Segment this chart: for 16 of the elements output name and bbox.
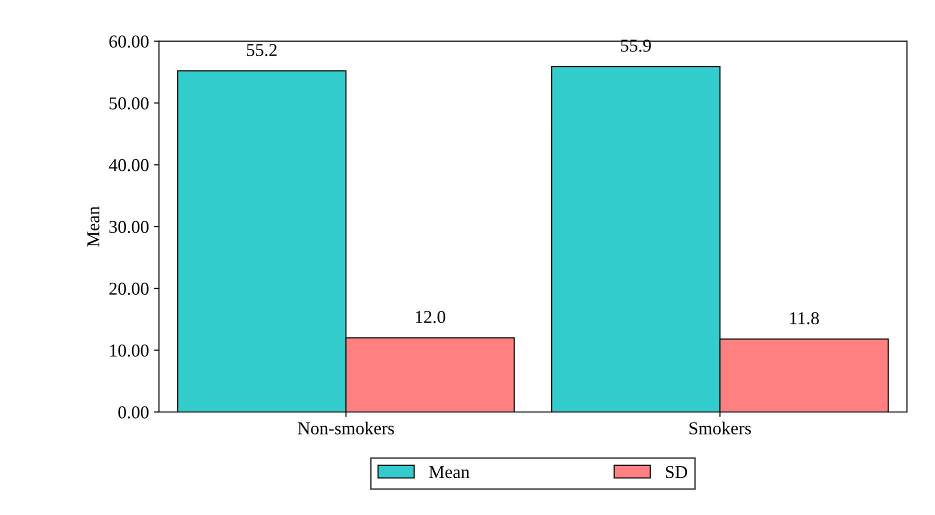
data-label: 55.2: [247, 44, 277, 56]
data-label: 55.9: [621, 40, 651, 52]
y-tick-label: 50.00: [110, 97, 149, 110]
legend-label: Mean: [429, 466, 470, 478]
data-label: 11.8: [790, 312, 819, 324]
y-tick-label: 60.00: [109, 35, 149, 48]
y-tick-label: 20.00: [109, 282, 149, 295]
y-tick-label: 10.00: [110, 344, 149, 357]
y-tick-label: 40.00: [108, 159, 149, 172]
y-tick-label: 0.00: [118, 406, 149, 419]
y-tick-label: 30.00: [109, 220, 149, 234]
y-axis-title: Mean: [87, 206, 100, 247]
legend-label: SD: [666, 466, 688, 478]
x-tick-label: Non-smokers: [298, 422, 394, 434]
x-tick-label: Smokers: [690, 422, 751, 434]
data-label: 12.0: [416, 310, 446, 324]
